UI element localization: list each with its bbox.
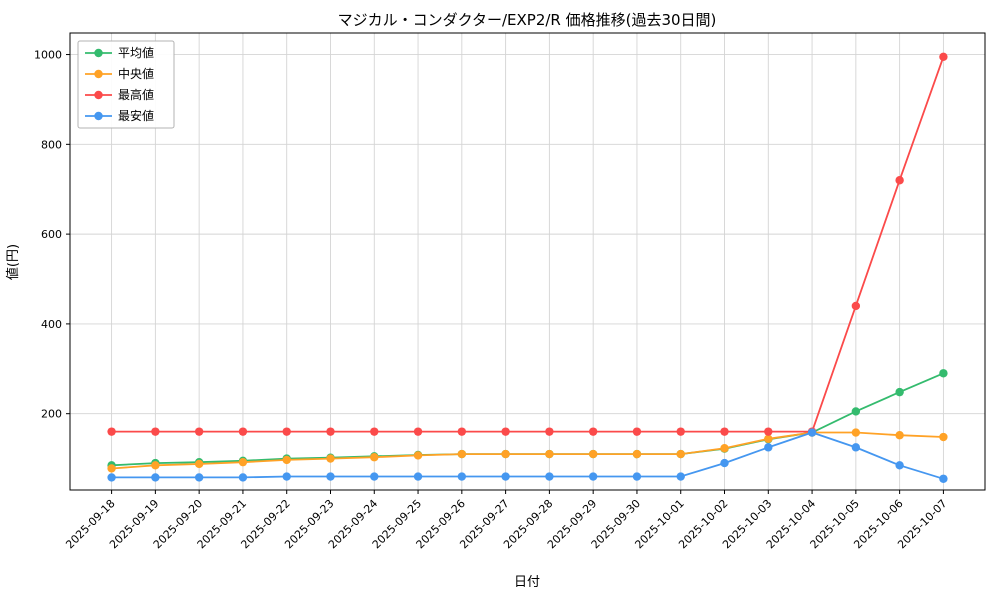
series <box>107 52 948 483</box>
series-point-highest <box>457 427 467 436</box>
plot-border <box>69 32 986 491</box>
series-line-lowest <box>111 431 944 480</box>
series-point-median <box>501 449 510 459</box>
y-tick-label: 800 <box>41 138 62 151</box>
series-point-median <box>326 454 335 463</box>
series-point-highest <box>632 427 642 436</box>
legend-box <box>77 40 175 129</box>
series-point-lowest <box>545 472 554 481</box>
series-point-median <box>107 464 116 473</box>
y-axis-label: 値(円) <box>5 244 21 280</box>
y-tick-label: 400 <box>41 318 62 331</box>
legend-marker-average <box>94 48 103 58</box>
series-point-lowest <box>194 473 204 482</box>
series-point-average <box>939 369 948 378</box>
series-point-lowest <box>413 472 423 481</box>
chart-title: マジカル・コンダクター/EXP2/R 価格推移(過去30日間) <box>338 11 717 29</box>
series-point-lowest <box>939 474 948 483</box>
legend-marker-highest <box>94 90 103 100</box>
series-point-average <box>895 387 904 397</box>
series-point-highest <box>413 427 423 436</box>
series-point-highest <box>676 427 685 436</box>
series-point-highest <box>588 427 598 436</box>
series-point-median <box>588 449 598 459</box>
series-point-average <box>851 407 861 416</box>
series-point-lowest <box>588 472 598 481</box>
series-point-highest <box>939 52 948 61</box>
series-point-highest <box>194 427 204 436</box>
series-point-median <box>194 459 204 469</box>
series-point-median <box>676 449 685 459</box>
y-tick-label: 1000 <box>34 49 62 62</box>
series-point-median <box>413 451 423 460</box>
y-tick-label: 200 <box>41 408 62 421</box>
legend-label-lowest: 最安値 <box>118 108 154 123</box>
series-point-lowest <box>457 472 467 481</box>
series-point-lowest <box>807 428 817 437</box>
series-point-highest <box>720 427 729 436</box>
series-point-lowest <box>151 473 160 482</box>
series-point-lowest <box>895 461 904 470</box>
series-point-highest <box>851 301 861 311</box>
series-point-lowest <box>282 472 291 481</box>
series-point-lowest <box>720 458 729 468</box>
series-point-median <box>720 444 729 453</box>
series-point-median <box>370 453 379 462</box>
series-line-average <box>111 372 944 467</box>
legend-marker-lowest <box>94 111 103 121</box>
y-tick-label: 600 <box>41 228 62 241</box>
legend-label-median: 中央値 <box>118 66 154 81</box>
series-point-highest <box>326 427 335 436</box>
series-point-lowest <box>238 473 248 482</box>
series-point-median <box>764 434 773 444</box>
series-point-highest <box>370 427 379 436</box>
series-point-median <box>545 449 554 459</box>
series-point-lowest <box>764 443 773 452</box>
legend-label-highest: 最高値 <box>118 87 154 102</box>
series-point-highest <box>764 427 773 436</box>
series-point-highest <box>545 427 554 436</box>
x-axis-label: 日付 <box>514 575 540 590</box>
series-point-lowest <box>107 473 116 482</box>
series-point-median <box>282 455 291 465</box>
series-point-highest <box>151 427 160 436</box>
grid <box>70 33 985 490</box>
series-point-highest <box>501 427 510 436</box>
series-point-median <box>151 461 160 470</box>
legend-label-average: 平均値 <box>118 45 154 60</box>
legend-marker-median <box>94 69 103 79</box>
series-point-lowest <box>370 472 379 481</box>
series-point-highest <box>282 427 291 436</box>
series-point-lowest <box>501 472 510 481</box>
series-line-median <box>111 431 944 470</box>
series-point-median <box>457 449 467 459</box>
series-point-median <box>238 457 248 467</box>
series-point-median <box>939 432 948 442</box>
axes: 20040060080010002025-09-182025-09-192025… <box>34 32 986 551</box>
series-point-lowest <box>851 443 861 452</box>
series-line-highest <box>111 56 945 433</box>
series-point-lowest <box>632 472 642 481</box>
series-point-median <box>632 449 642 459</box>
series-point-highest <box>895 176 904 185</box>
series-point-lowest <box>326 472 335 481</box>
series-point-highest <box>107 427 116 436</box>
series-point-highest <box>238 427 248 436</box>
series-point-median <box>851 428 861 437</box>
series-point-lowest <box>676 472 685 481</box>
series-point-median <box>895 431 904 440</box>
